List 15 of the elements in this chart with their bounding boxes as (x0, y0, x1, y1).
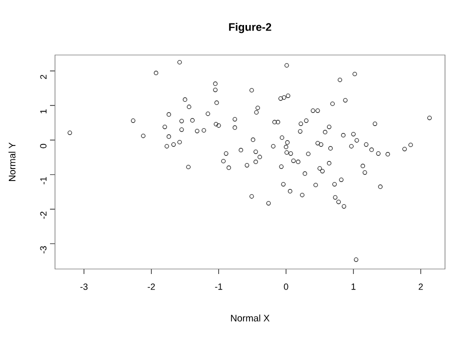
x-tick-label: 2 (418, 284, 423, 290)
y-tick-label: 2 (40, 74, 46, 79)
x-tick-label: 1 (352, 284, 356, 290)
x-tick-label: -3 (80, 284, 88, 290)
x-tick-label: 0 (284, 284, 288, 290)
x-tick-label: -2 (148, 284, 155, 290)
y-tick-label: 0 (40, 144, 46, 148)
chart-title: Figure-2 (229, 22, 272, 34)
x-axis-title: Normal X (231, 314, 270, 322)
y-tick-label: -1 (40, 177, 46, 184)
y-tick-label: -3 (40, 246, 46, 254)
y-tick-label: 1 (40, 109, 46, 114)
y-tick-label: -2 (40, 212, 46, 219)
y-axis-title: Normal Y (8, 142, 16, 181)
x-tick-label: -1 (215, 284, 222, 290)
